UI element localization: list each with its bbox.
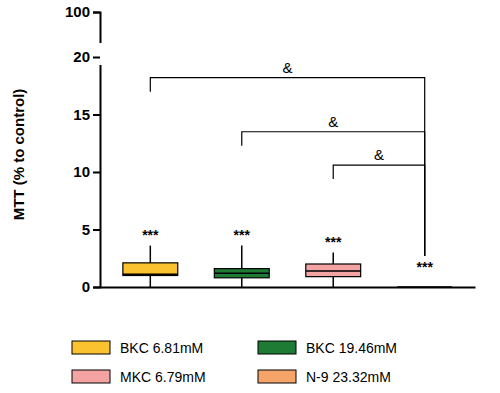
median xyxy=(214,272,269,274)
significance: *** xyxy=(325,234,342,250)
box-group xyxy=(214,246,269,287)
bracket xyxy=(242,132,425,256)
y-tick-mark xyxy=(93,12,100,14)
median xyxy=(123,274,178,276)
y-tick: 20 xyxy=(73,48,100,65)
y-tick-label: 10 xyxy=(73,163,90,180)
y-tick: 5 xyxy=(82,221,100,238)
legend-item: MKC 6.79mM xyxy=(72,369,206,385)
bracket-label: & xyxy=(374,146,384,163)
legend: BKC 6.81mM BKC 19.46mM MKC 6.79mM N-9 23.32… xyxy=(72,340,397,385)
y-tick-mark xyxy=(93,229,100,231)
bracket-label: & xyxy=(328,113,338,130)
significance: *** xyxy=(234,227,251,243)
y-tick: 15 xyxy=(73,106,100,123)
annotations: *** *** *** *** & & & xyxy=(142,59,433,275)
y-tick-mark xyxy=(93,172,100,174)
legend-label: BKC 6.81mM xyxy=(120,340,203,356)
box xyxy=(306,264,361,277)
whisker-low xyxy=(150,276,152,288)
bracket xyxy=(150,78,424,256)
y-tick-label: 20 xyxy=(73,48,90,65)
box-group xyxy=(306,253,361,288)
y-tick-label: 100 xyxy=(65,3,90,20)
legend-swatch xyxy=(72,370,110,383)
median xyxy=(397,286,452,288)
whisker-low xyxy=(241,278,243,287)
box-group xyxy=(397,287,452,288)
significance: *** xyxy=(417,259,434,275)
box xyxy=(397,286,452,287)
whisker-high xyxy=(150,246,152,263)
y-tick: 10 xyxy=(73,163,100,180)
legend-item: BKC 6.81mM xyxy=(72,340,203,356)
legend-label: MKC 6.79mM xyxy=(120,369,206,385)
median xyxy=(306,270,361,272)
y-tick-mark xyxy=(93,287,100,289)
whisker-high xyxy=(332,253,334,265)
legend-swatch xyxy=(258,341,296,354)
bracket xyxy=(333,165,424,256)
legend-label: BKC 19.46mM xyxy=(306,340,397,356)
y-tick: 100 xyxy=(65,3,100,20)
legend-swatch xyxy=(72,341,110,354)
whisker-high xyxy=(241,246,243,269)
bracket-label: & xyxy=(282,59,292,76)
significance: *** xyxy=(142,227,159,243)
y-tick: 0 xyxy=(82,278,100,295)
y-tick-label: 15 xyxy=(73,106,90,123)
y-tick-mark xyxy=(93,114,100,116)
x-axis-line xyxy=(101,287,476,289)
y-tick-label: 0 xyxy=(82,278,90,295)
x-axis xyxy=(101,287,476,289)
box xyxy=(123,263,178,276)
legend-label: N-9 23.32mM xyxy=(306,369,391,385)
y-tick-mark xyxy=(93,57,100,59)
box-group xyxy=(123,246,178,287)
y-axis-line xyxy=(93,13,101,288)
chart: 05101520100MTT (% to control)***********… xyxy=(0,0,500,393)
legend-swatch xyxy=(258,370,296,383)
whisker-low xyxy=(332,277,334,287)
legend-item: N-9 23.32mM xyxy=(258,369,391,385)
plot-area xyxy=(123,246,452,287)
y-tick-label: 5 xyxy=(82,221,90,238)
y-axis: 0 5 10 15 20 100 xyxy=(65,3,101,295)
box xyxy=(214,269,269,278)
legend-item: BKC 19.46mM xyxy=(258,340,397,356)
y-axis-title: MTT (% to control) xyxy=(10,89,27,221)
